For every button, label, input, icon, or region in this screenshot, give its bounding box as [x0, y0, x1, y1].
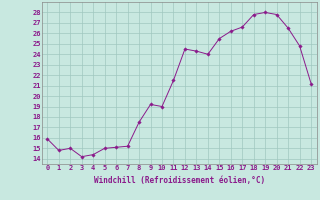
X-axis label: Windchill (Refroidissement éolien,°C): Windchill (Refroidissement éolien,°C)	[94, 176, 265, 185]
